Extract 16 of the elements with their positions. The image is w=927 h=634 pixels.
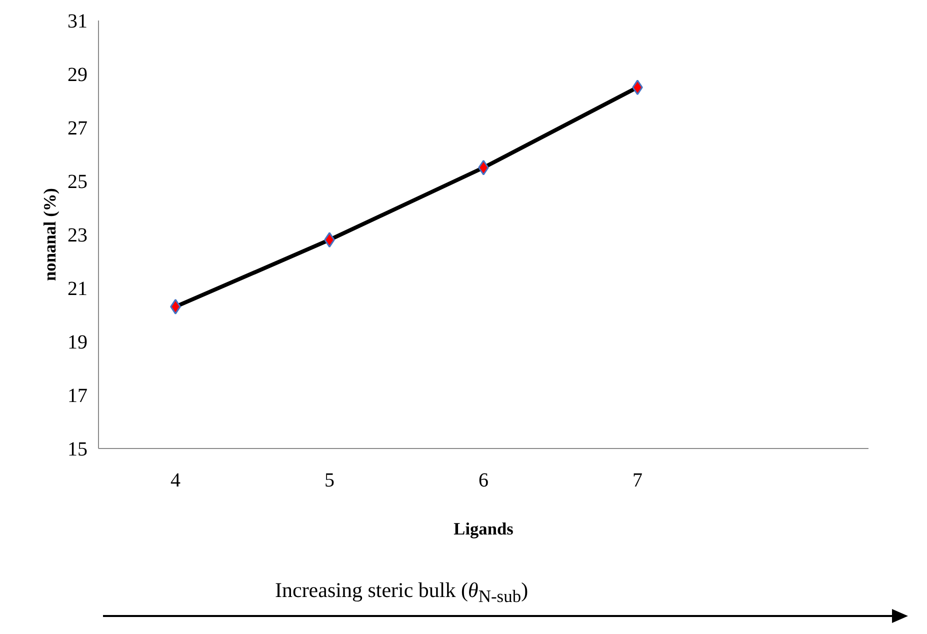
y-tick-label: 25 bbox=[68, 171, 88, 193]
y-tick-label: 29 bbox=[68, 64, 88, 86]
y-tick-label: 27 bbox=[68, 118, 88, 140]
text: Increasing steric bulk (θ$_{N-sub}$) bbox=[275, 577, 530, 608]
y-tick-label: 23 bbox=[68, 224, 88, 246]
x-axis-title: Ligands bbox=[454, 520, 514, 538]
x-tick-label: 5 bbox=[324, 470, 334, 492]
y-tick-label: 19 bbox=[68, 332, 88, 354]
y-tick-label: 31 bbox=[68, 10, 88, 32]
y-tick-label: 15 bbox=[68, 438, 88, 460]
y-axis-title: nonanal (%) bbox=[40, 188, 60, 281]
y-tick-label: 17 bbox=[68, 385, 88, 407]
y-tick-label: 21 bbox=[68, 278, 88, 300]
x-tick-label: 4 bbox=[170, 470, 180, 492]
x-tick-label: 7 bbox=[632, 470, 642, 492]
x-tick-label: 6 bbox=[478, 470, 488, 492]
